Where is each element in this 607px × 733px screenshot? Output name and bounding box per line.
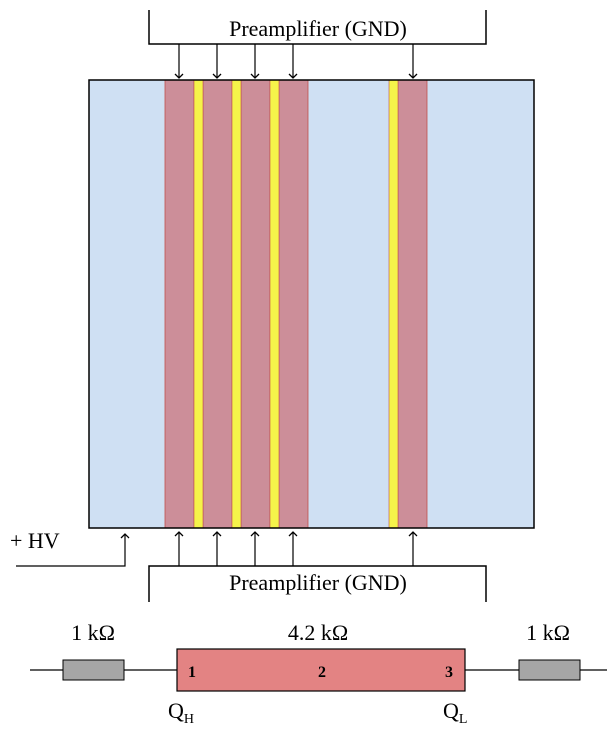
middle-resistor-value: 4.2 kΩ [288,620,348,645]
strip [203,80,232,528]
strip-node-1: 1 [188,664,196,681]
strip-gap [389,80,398,528]
left-resistor [63,660,124,680]
charge-low-label: QL [443,698,467,727]
detector-substrate [89,80,534,528]
strip-gap [270,80,279,528]
strip-gap [232,80,241,528]
hv-connection: + HV [10,528,125,566]
bottom-readout-arrows [179,532,413,566]
charge-high-base: Q [168,698,184,723]
charge-low-sub: L [459,712,468,727]
hv-label: + HV [10,528,60,553]
top-preamplifier: Preamplifier (GND) [149,10,486,44]
top-readout-arrows [179,44,413,78]
right-resistor-value: 1 kΩ [526,620,570,645]
strip-gap [194,80,203,528]
resistor-chain: 1 kΩ 4.2 kΩ 1 kΩ 1 2 3 QH QL [30,620,607,727]
charge-high-sub: H [184,712,194,727]
charge-low-base: Q [443,698,459,723]
left-resistor-value: 1 kΩ [71,620,115,645]
strip-node-2: 2 [318,664,326,681]
right-resistor [519,660,580,680]
charge-high-label: QH [168,698,194,727]
detector [89,80,534,528]
strip [241,80,270,528]
top-preamplifier-label: Preamplifier (GND) [229,16,407,41]
bottom-preamplifier: Preamplifier (GND) [149,566,486,602]
strip [279,80,308,528]
strip-node-3: 3 [445,664,453,681]
strip [165,80,194,528]
strip [398,80,427,528]
bottom-preamplifier-label: Preamplifier (GND) [229,570,407,595]
